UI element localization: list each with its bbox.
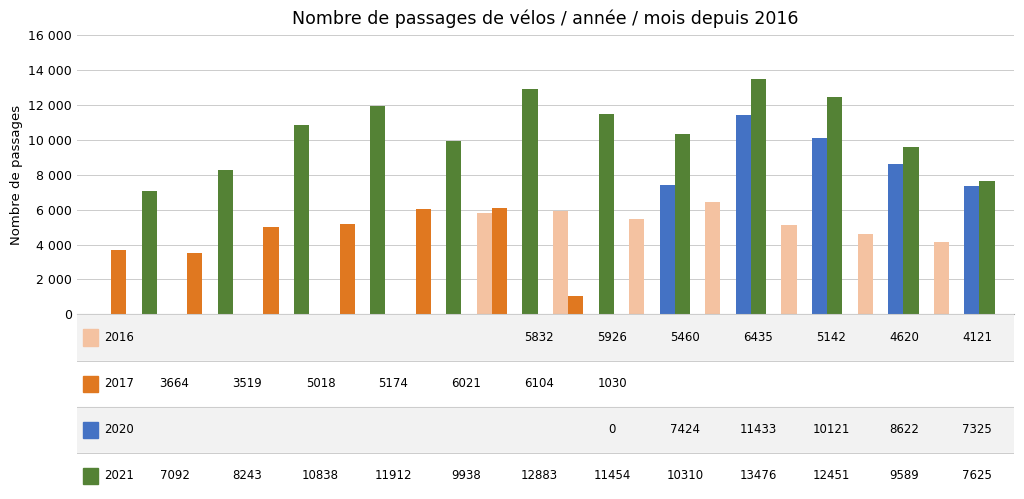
Text: 7424: 7424 [671,423,700,436]
Bar [903,147,919,314]
Bar [827,97,843,314]
Text: 7325: 7325 [963,423,992,436]
Text: 7625: 7625 [963,470,992,483]
Bar [340,224,355,314]
Bar [83,329,98,345]
Bar [553,211,568,314]
Bar [751,79,766,314]
Bar [77,407,1014,453]
Bar [706,202,721,314]
Bar [812,138,827,314]
Text: 10310: 10310 [667,470,703,483]
Text: 7092: 7092 [160,470,189,483]
Bar [629,219,644,314]
Bar [294,125,309,314]
Bar [77,314,1014,360]
Text: 5142: 5142 [816,331,846,344]
Text: 3664: 3664 [160,377,189,390]
Text: 5018: 5018 [306,377,335,390]
Bar [141,191,157,314]
Bar [446,141,462,314]
Bar [857,234,872,314]
Bar [522,89,538,314]
Bar [83,422,98,438]
Text: 5832: 5832 [524,331,554,344]
Text: 5174: 5174 [379,377,409,390]
Bar [980,181,994,314]
Text: 12883: 12883 [521,470,558,483]
Bar [83,376,98,392]
Text: 1030: 1030 [598,377,628,390]
Text: 9589: 9589 [890,470,920,483]
Bar [77,360,1014,407]
Text: 6435: 6435 [743,331,773,344]
Text: 6104: 6104 [524,377,554,390]
Text: 2021: 2021 [104,470,134,483]
Bar [477,213,492,314]
Bar [187,253,203,314]
Text: 11433: 11433 [739,423,777,436]
Text: 11454: 11454 [594,470,631,483]
Bar [675,134,690,314]
Text: 5460: 5460 [671,331,700,344]
Text: 2017: 2017 [104,377,134,390]
Text: 2020: 2020 [104,423,134,436]
Bar [965,187,980,314]
Text: 11912: 11912 [375,470,413,483]
Text: 10121: 10121 [813,423,850,436]
Text: 10838: 10838 [302,470,339,483]
Bar [77,453,1014,499]
Bar [218,170,233,314]
Title: Nombre de passages de vélos / année / mois depuis 2016: Nombre de passages de vélos / année / mo… [292,9,799,28]
Text: 5926: 5926 [597,331,628,344]
Bar [888,164,903,314]
Text: 8622: 8622 [890,423,920,436]
Bar [735,115,751,314]
Text: 4620: 4620 [890,331,920,344]
Text: 12451: 12451 [813,470,850,483]
Bar [83,468,98,484]
Bar [934,243,949,314]
Bar [659,185,675,314]
Y-axis label: Nombre de passages: Nombre de passages [9,105,23,245]
Bar [111,250,126,314]
Text: 3519: 3519 [232,377,262,390]
Bar [781,225,797,314]
Bar [263,227,279,314]
Text: 6021: 6021 [452,377,481,390]
Text: 4121: 4121 [963,331,992,344]
Bar [568,296,584,314]
Bar [492,208,507,314]
Bar [416,209,431,314]
Text: 8243: 8243 [232,470,262,483]
Text: 9938: 9938 [452,470,481,483]
Text: 13476: 13476 [739,470,777,483]
Text: 0: 0 [608,423,616,436]
Bar [599,114,613,314]
Bar [370,106,385,314]
Text: 2016: 2016 [104,331,134,344]
